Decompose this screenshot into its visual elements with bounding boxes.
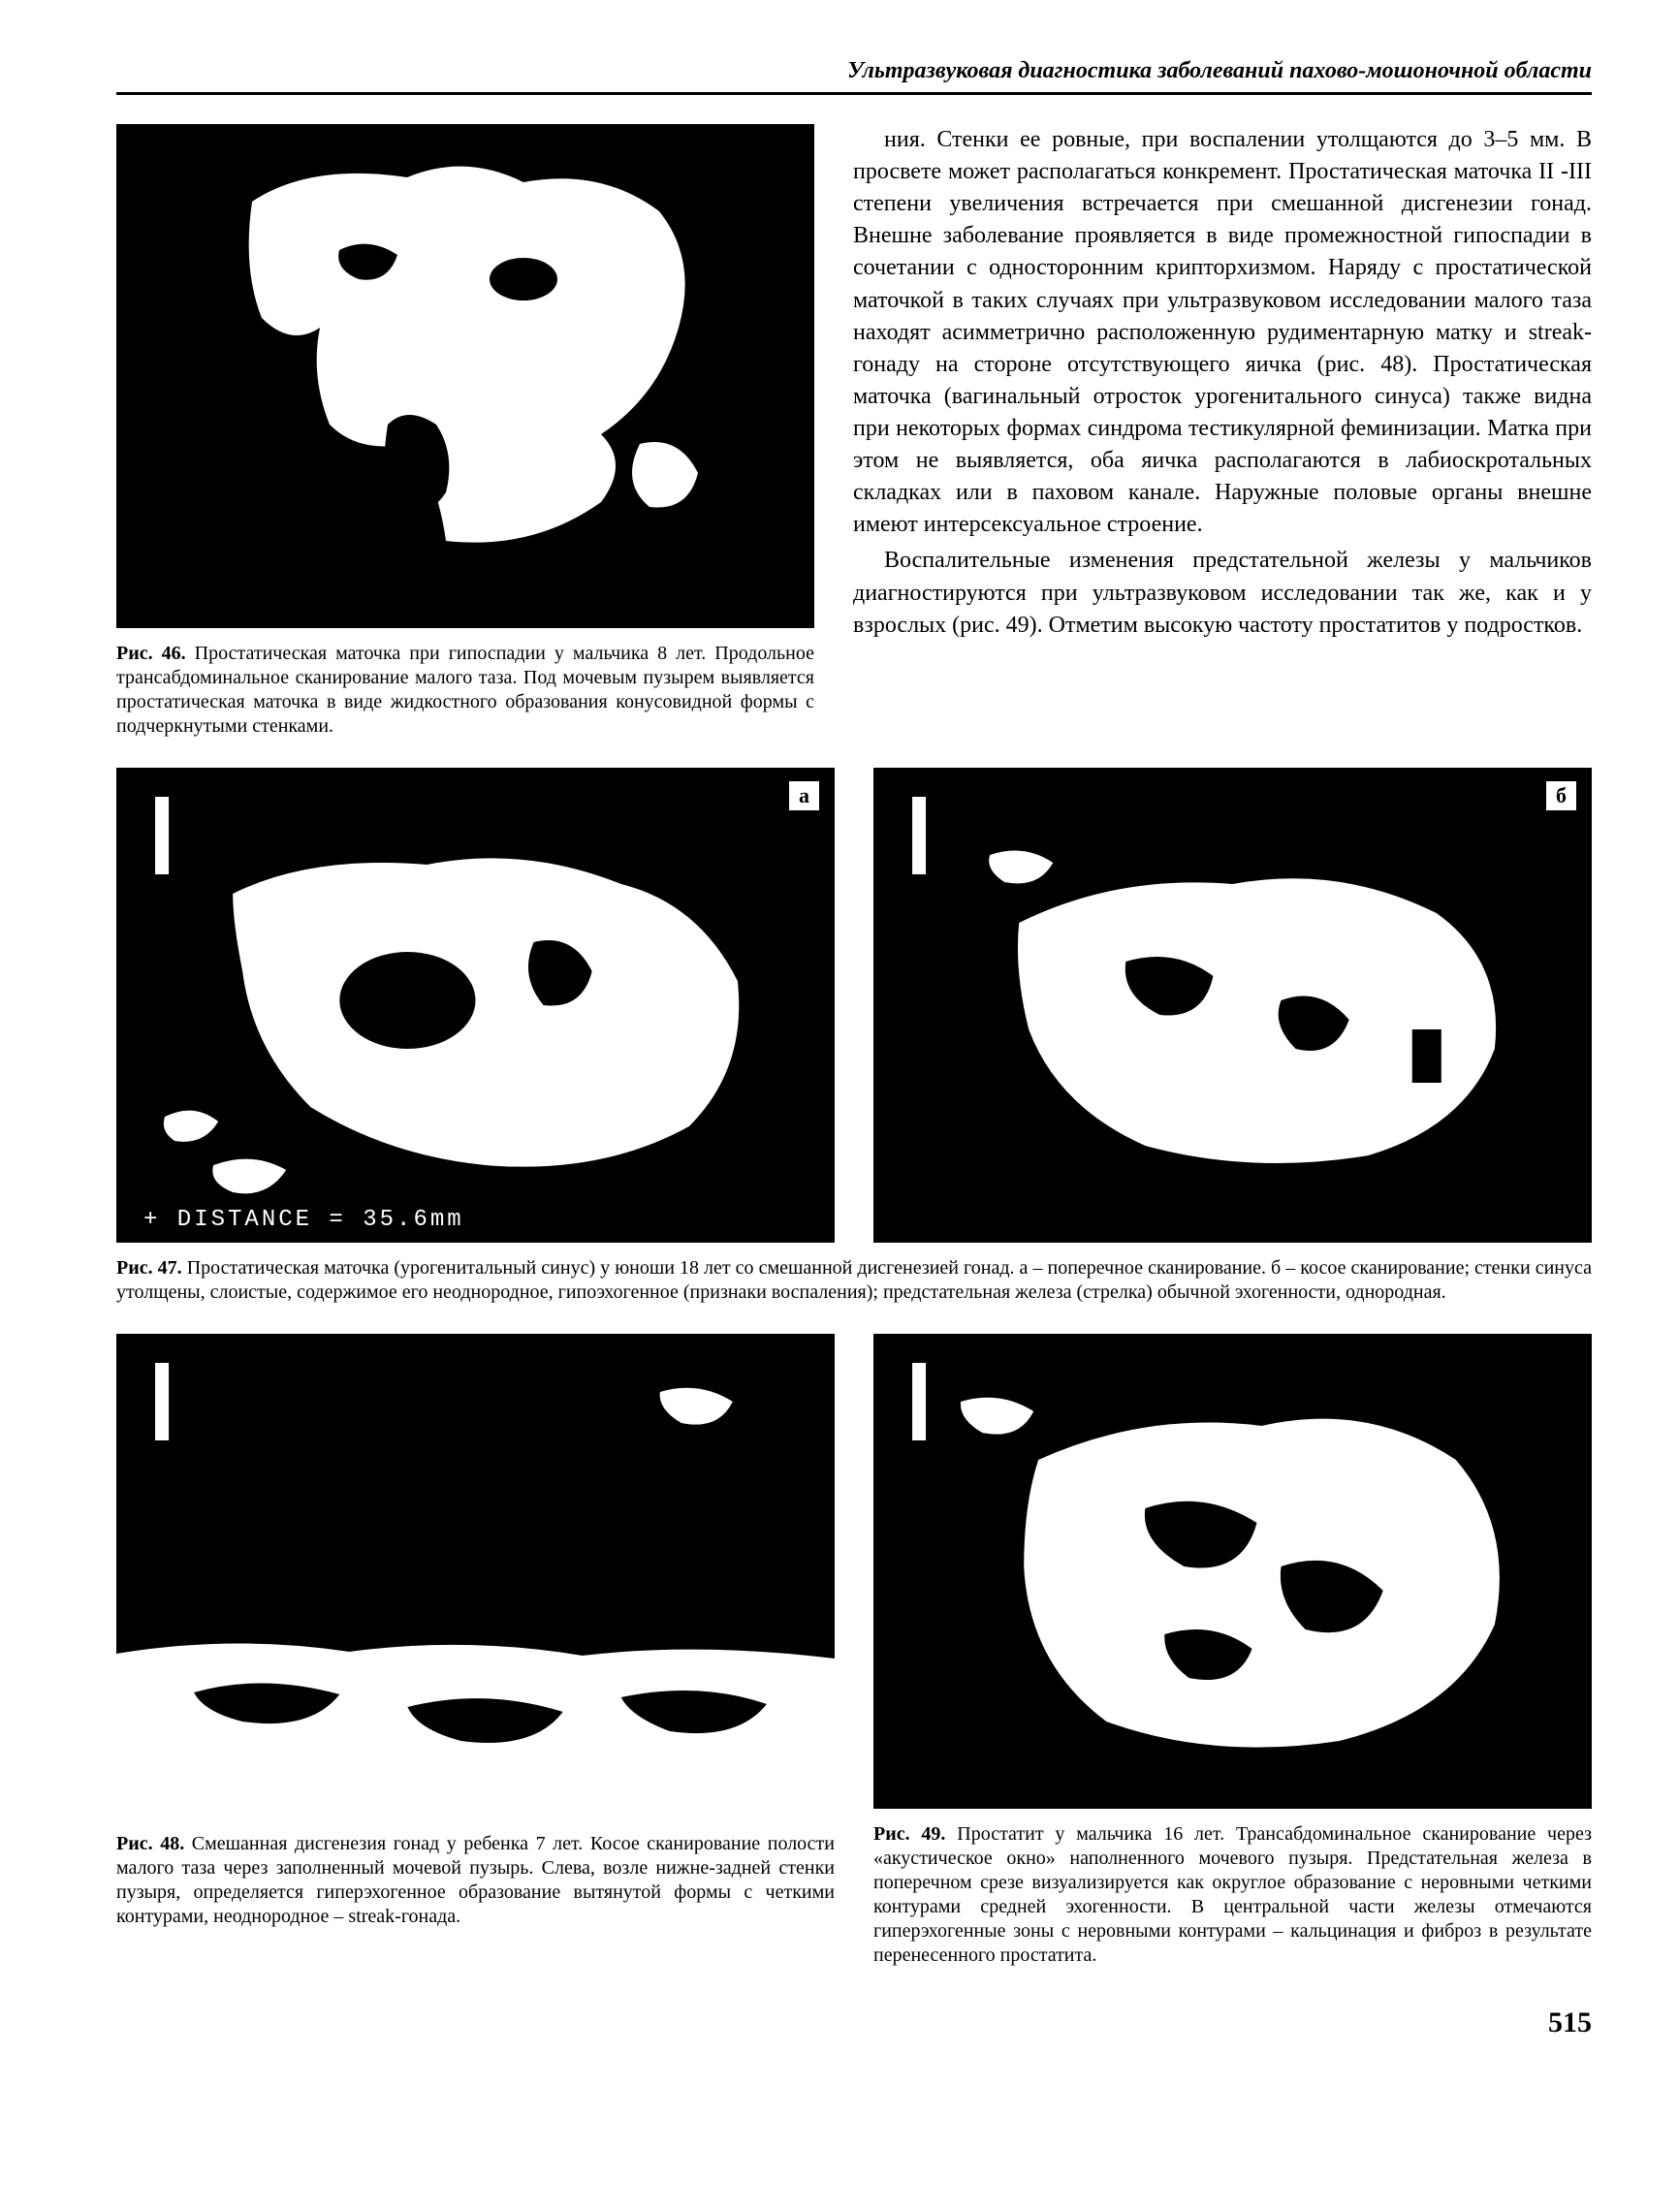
- fig46-caption: Рис. 46. Простатическая маточка при гипо…: [116, 642, 814, 739]
- fig49-block: Рис. 49. Простатит у мальчика 16 лет. Тр…: [873, 1334, 1592, 1968]
- page-number: 515: [116, 2007, 1592, 2039]
- fig47a-image: а + DISTANCE = 35.6mm: [116, 768, 835, 1243]
- fig48-caption: Рис. 48. Смешанная дисгенезия гонад у ре…: [116, 1832, 835, 1929]
- fig47b-block: б: [873, 768, 1592, 1243]
- fig48-image: [116, 1334, 835, 1818]
- fig46-caption-text: Простатическая маточка при гипоспадии у …: [116, 643, 814, 737]
- fig47a-panel-label: а: [787, 779, 821, 812]
- fig49-label: Рис. 49.: [873, 1823, 945, 1845]
- top-row: Рис. 46. Простатическая маточка при гипо…: [116, 124, 1592, 739]
- body-text-column: ния. Стенки ее ровные, при воспалении ут…: [853, 124, 1592, 739]
- fig48-caption-text: Смешанная дисгенезия гонад у ребенка 7 л…: [116, 1833, 835, 1927]
- body-p1: ния. Стенки ее ровные, при воспалении ут…: [853, 124, 1592, 541]
- fig48-label: Рис. 48.: [116, 1833, 184, 1854]
- body-p2: Воспалительные изменения предстательной …: [853, 545, 1592, 641]
- fig46-image: [116, 124, 814, 628]
- fig49-caption-text: Простатит у мальчика 16 лет. Трансабдоми…: [873, 1823, 1592, 1966]
- fig47-row: а + DISTANCE = 35.6mm б: [116, 768, 1592, 1243]
- fig46-label: Рис. 46.: [116, 643, 186, 664]
- fig48-block: Рис. 48. Смешанная дисгенезия гонад у ре…: [116, 1334, 835, 1968]
- fig47-label: Рис. 47.: [116, 1257, 182, 1279]
- fig47-caption-text: Простатическая маточка (урогенитальный с…: [116, 1257, 1592, 1303]
- bottom-row: Рис. 48. Смешанная дисгенезия гонад у ре…: [116, 1334, 1592, 1968]
- page-header: Ультразвуковая диагностика заболеваний п…: [116, 58, 1592, 95]
- fig46-block: Рис. 46. Простатическая маточка при гипо…: [116, 124, 814, 739]
- fig47a-distance: + DISTANCE = 35.6mm: [143, 1207, 464, 1233]
- fig49-image: [873, 1334, 1592, 1809]
- fig47-caption: Рис. 47. Простатическая маточка (урогени…: [116, 1256, 1592, 1305]
- fig49-caption: Рис. 49. Простатит у мальчика 16 лет. Тр…: [873, 1822, 1592, 1968]
- fig47b-panel-label: б: [1544, 779, 1578, 812]
- fig47b-image: б: [873, 768, 1592, 1243]
- fig47a-block: а + DISTANCE = 35.6mm: [116, 768, 835, 1243]
